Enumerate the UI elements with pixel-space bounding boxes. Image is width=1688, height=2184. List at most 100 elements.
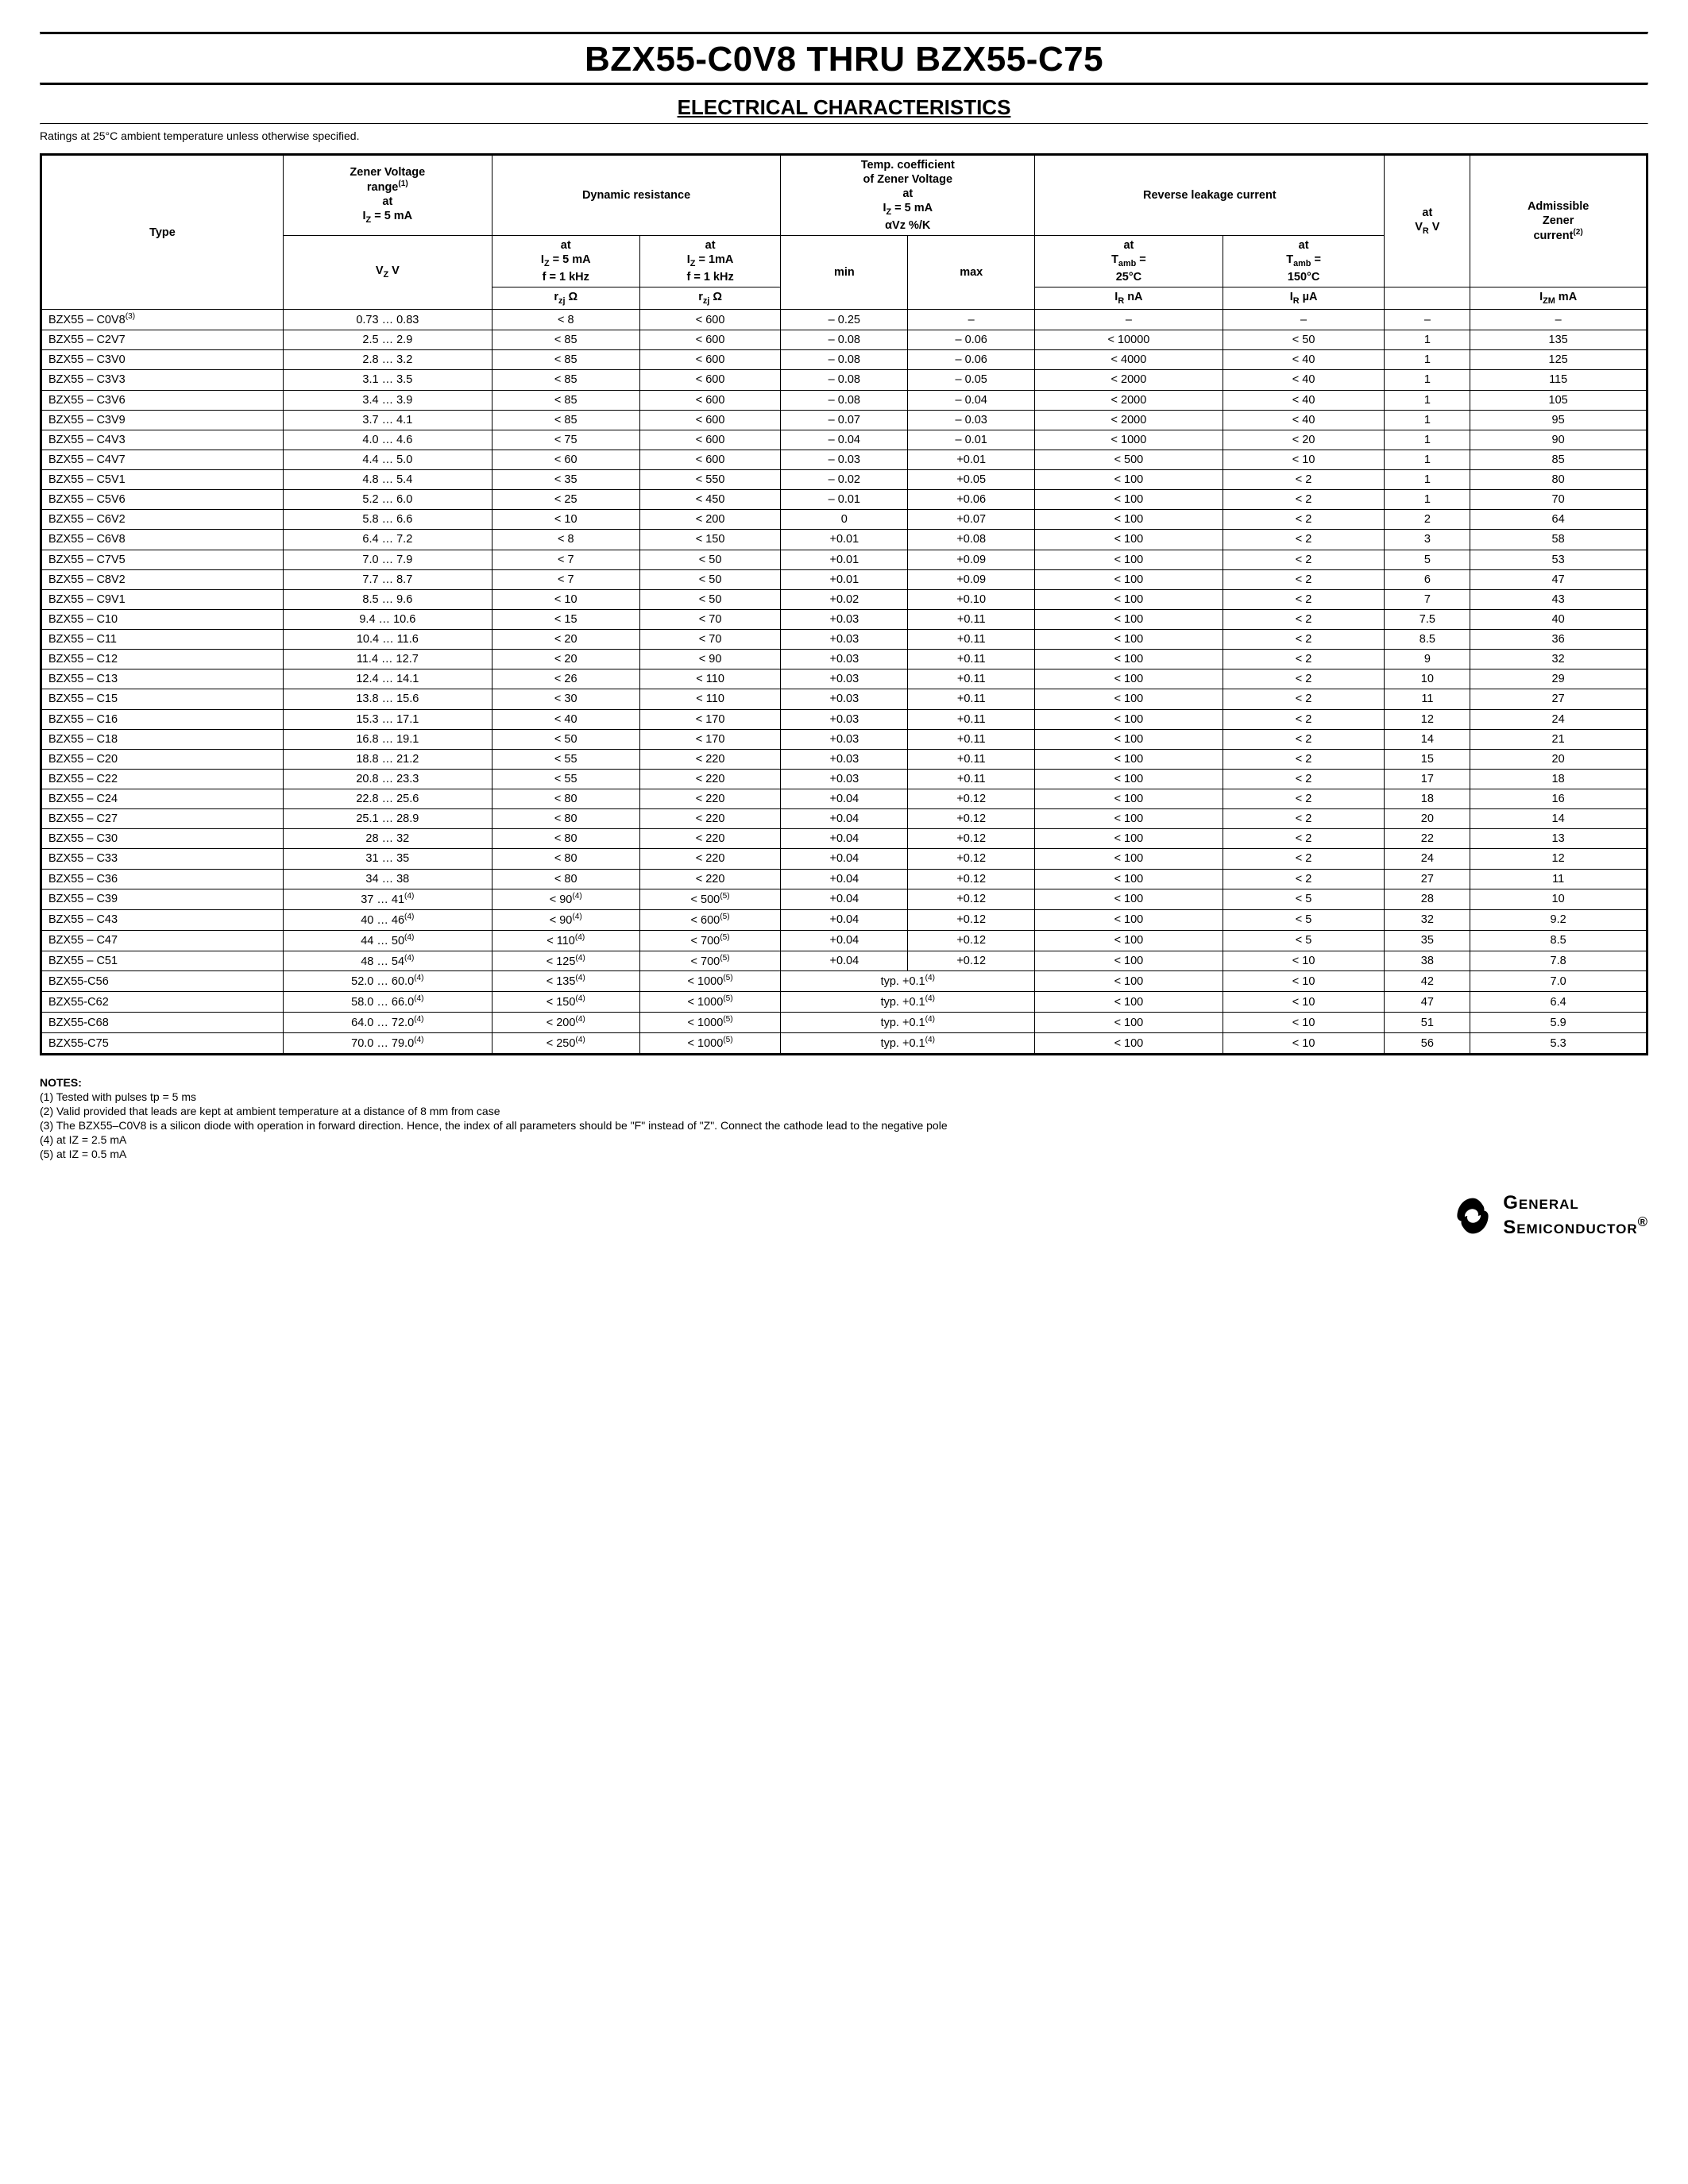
cell-ir25: < 100 — [1035, 849, 1223, 869]
cell-izm: 125 — [1470, 350, 1647, 370]
cell-vz: 6.4 … 7.2 — [283, 530, 492, 550]
table-row: BZX55 – C3937 … 41(4)< 90(4)< 500(5)+0.0… — [41, 889, 1647, 909]
page-title: BZX55-C0V8 THRU BZX55-C75 — [40, 40, 1648, 79]
cell-tmin: +0.03 — [781, 769, 908, 789]
cell-r5: < 85 — [492, 370, 639, 390]
cell-vz: 10.4 … 11.6 — [283, 630, 492, 650]
col-ir150-unit: IR µA — [1223, 287, 1385, 309]
cell-vz: 4.0 … 4.6 — [283, 430, 492, 450]
cell-ir25: < 100 — [1035, 789, 1223, 809]
cell-vz: 44 … 50(4) — [283, 930, 492, 951]
cell-type: BZX55 – C43 — [41, 909, 284, 930]
cell-r5: < 200(4) — [492, 1013, 639, 1033]
cell-ir150: < 2 — [1223, 849, 1385, 869]
cell-r1: < 110 — [639, 669, 781, 689]
cell-tmin: +0.04 — [781, 909, 908, 930]
cell-r1: < 1000(5) — [639, 1033, 781, 1055]
cell-r5: < 90(4) — [492, 889, 639, 909]
cell-ir25: < 100 — [1035, 470, 1223, 490]
cell-type: BZX55 – C8V2 — [41, 569, 284, 589]
cell-ir25: < 100 — [1035, 749, 1223, 769]
cell-tmax: – 0.01 — [908, 430, 1035, 450]
cell-ir25: < 100 — [1035, 889, 1223, 909]
cell-ir150: < 2 — [1223, 650, 1385, 669]
cell-r1: < 150 — [639, 530, 781, 550]
cell-tmin: +0.01 — [781, 569, 908, 589]
table-row: BZX55 – C5V65.2 … 6.0< 25< 450– 0.01+0.0… — [41, 490, 1647, 510]
table-row: BZX55 – C1513.8 … 15.6< 30< 110+0.03+0.1… — [41, 689, 1647, 709]
cell-r1: < 700(5) — [639, 930, 781, 951]
cell-r5: < 7 — [492, 550, 639, 569]
table-row: BZX55 – C9V18.5 … 9.6< 10< 50+0.02+0.10<… — [41, 589, 1647, 609]
table-row: BZX55-C7570.0 … 79.0(4)< 250(4)< 1000(5)… — [41, 1033, 1647, 1055]
cell-ir25: < 100 — [1035, 951, 1223, 971]
cell-r5: < 110(4) — [492, 930, 639, 951]
cell-ir25: < 100 — [1035, 530, 1223, 550]
cell-type: BZX55 – C33 — [41, 849, 284, 869]
cell-tmax: +0.12 — [908, 889, 1035, 909]
cell-tmax: – 0.05 — [908, 370, 1035, 390]
cell-ir150: < 5 — [1223, 930, 1385, 951]
cell-izm: 58 — [1470, 530, 1647, 550]
table-row: BZX55 – C7V57.0 … 7.9< 7< 50+0.01+0.09< … — [41, 550, 1647, 569]
cell-vz: 52.0 … 60.0(4) — [283, 971, 492, 992]
cell-ir150: < 5 — [1223, 909, 1385, 930]
cell-ir150: < 10 — [1223, 450, 1385, 469]
cell-vr: 1 — [1385, 370, 1470, 390]
cell-tmax: +0.01 — [908, 450, 1035, 469]
cell-izm: 6.4 — [1470, 992, 1647, 1013]
cell-r5: < 15 — [492, 609, 639, 629]
cell-tmin: +0.03 — [781, 609, 908, 629]
cell-vz: 13.8 … 15.6 — [283, 689, 492, 709]
cell-r5: < 80 — [492, 869, 639, 889]
cell-ir25: < 100 — [1035, 992, 1223, 1013]
cell-vz: 4.4 … 5.0 — [283, 450, 492, 469]
cell-type: BZX55-C62 — [41, 992, 284, 1013]
cell-r1: < 600 — [639, 430, 781, 450]
cell-vr: 1 — [1385, 430, 1470, 450]
cell-r1: < 220 — [639, 809, 781, 829]
cell-vz: 12.4 … 14.1 — [283, 669, 492, 689]
cell-ir25: < 100 — [1035, 650, 1223, 669]
cell-type: BZX55 – C5V6 — [41, 490, 284, 510]
cell-tmax: +0.11 — [908, 630, 1035, 650]
cell-type: BZX55 – C3V6 — [41, 390, 284, 410]
cell-vz: 48 … 54(4) — [283, 951, 492, 971]
cell-tmax: – — [908, 310, 1035, 330]
cell-type: BZX55 – C24 — [41, 789, 284, 809]
cell-ir150: < 2 — [1223, 689, 1385, 709]
cell-tmin: +0.03 — [781, 650, 908, 669]
cell-r5: < 8 — [492, 530, 639, 550]
table-row: BZX55 – C5V14.8 … 5.4< 35< 550– 0.02+0.0… — [41, 470, 1647, 490]
cell-izm: 27 — [1470, 689, 1647, 709]
cell-r5: < 10 — [492, 589, 639, 609]
table-row: BZX55 – C4V74.4 … 5.0< 60< 600– 0.03+0.0… — [41, 450, 1647, 469]
cell-r5: < 85 — [492, 350, 639, 370]
cell-ir25: < 100 — [1035, 930, 1223, 951]
cell-tmin: – 0.08 — [781, 330, 908, 350]
cell-vr: 1 — [1385, 410, 1470, 430]
cell-izm: 64 — [1470, 510, 1647, 530]
cell-ir25: < 100 — [1035, 769, 1223, 789]
col-vr-cond: atVR V — [1385, 155, 1470, 287]
cell-tmin: +0.04 — [781, 951, 908, 971]
cell-temp-merged: typ. +0.1(4) — [781, 971, 1035, 992]
cell-tmin: +0.03 — [781, 630, 908, 650]
cell-tmin: +0.04 — [781, 849, 908, 869]
cell-vr: 8.5 — [1385, 630, 1470, 650]
cell-r5: < 80 — [492, 789, 639, 809]
cell-type: BZX55-C56 — [41, 971, 284, 992]
table-row: BZX55 – C1615.3 … 17.1< 40< 170+0.03+0.1… — [41, 709, 1647, 729]
col-vz-title: Zener Voltagerange(1)atIZ = 5 mA — [283, 155, 492, 236]
cell-type: BZX55 – C18 — [41, 729, 284, 749]
cell-izm: 9.2 — [1470, 909, 1647, 930]
cell-r1: < 1000(5) — [639, 992, 781, 1013]
cell-ir150: < 2 — [1223, 470, 1385, 490]
cell-vz: 4.8 … 5.4 — [283, 470, 492, 490]
cell-izm: 80 — [1470, 470, 1647, 490]
cell-r5: < 20 — [492, 650, 639, 669]
cell-ir25: < 100 — [1035, 829, 1223, 849]
cell-temp-merged: typ. +0.1(4) — [781, 992, 1035, 1013]
cell-type: BZX55-C75 — [41, 1033, 284, 1055]
cell-tmax: +0.12 — [908, 789, 1035, 809]
